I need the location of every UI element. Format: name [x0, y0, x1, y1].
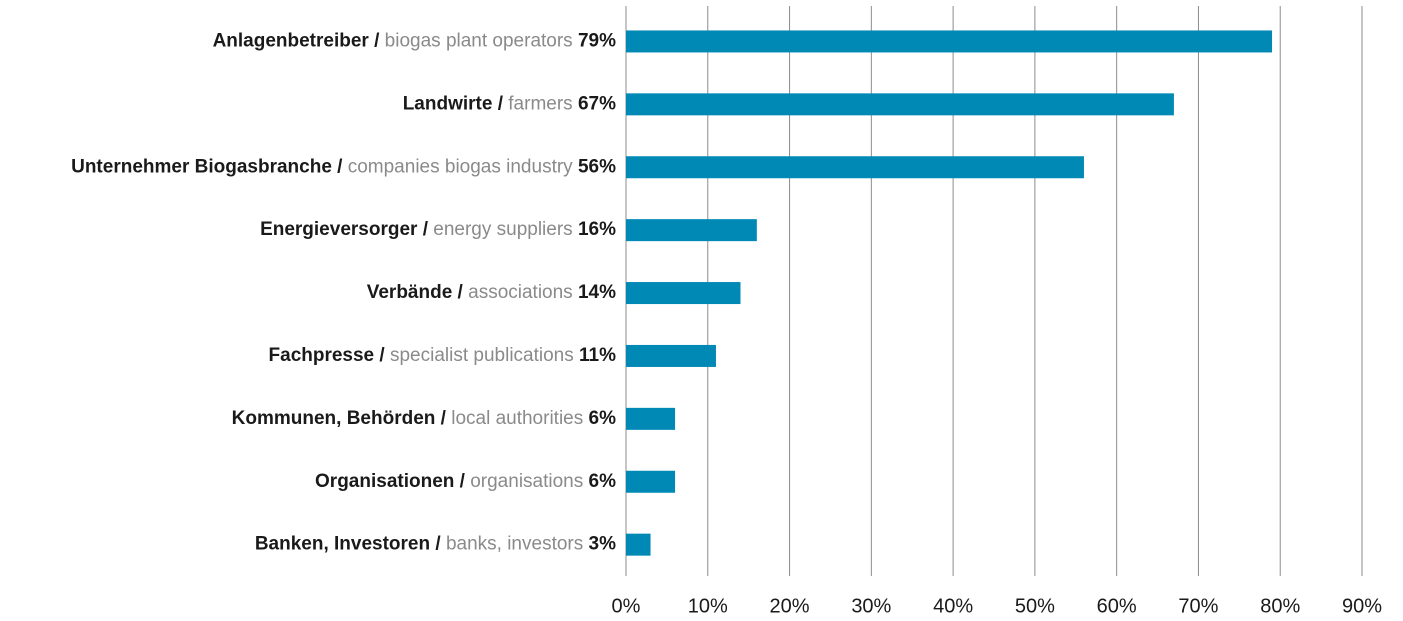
category-en: biogas plant operators	[385, 30, 573, 51]
value-label: 14%	[578, 282, 616, 303]
category-en: companies biogas industry	[348, 156, 573, 177]
category-de: Energieversorger /	[260, 219, 429, 240]
category-de: Verbände /	[367, 282, 464, 303]
category-de: Landwirte /	[403, 93, 504, 114]
category-label: Energieversorger / energy suppliers 16%	[260, 219, 616, 240]
x-tick-label: 90%	[1342, 595, 1382, 617]
value-label: 79%	[578, 30, 616, 51]
x-tick-label: 50%	[1015, 595, 1055, 617]
category-de: Organisationen /	[315, 471, 466, 492]
value-label: 6%	[589, 471, 617, 492]
x-tick-label: 30%	[851, 595, 891, 617]
value-label: 3%	[589, 534, 617, 555]
x-tick-label: 60%	[1097, 595, 1137, 617]
value-label: 6%	[589, 408, 617, 429]
value-label: 67%	[578, 93, 616, 114]
category-label: Kommunen, Behörden / local authorities 6…	[232, 408, 616, 429]
category-label: Banken, Investoren / banks, investors 3%	[255, 534, 616, 555]
category-en: associations	[468, 282, 573, 303]
category-label: Verbände / associations 14%	[367, 282, 616, 303]
bar	[626, 219, 757, 242]
category-de: Banken, Investoren /	[255, 534, 442, 555]
bar	[626, 407, 676, 430]
x-tick-label: 70%	[1178, 595, 1218, 617]
bar	[626, 470, 676, 493]
category-de: Unternehmer Biogasbranche /	[71, 156, 343, 177]
category-label: Landwirte / farmers 67%	[403, 93, 616, 114]
category-en: banks, investors	[446, 534, 583, 555]
category-label: Anlagenbetreiber / biogas plant operator…	[213, 30, 617, 51]
category-de: Kommunen, Behörden /	[232, 408, 447, 429]
bar	[626, 344, 716, 367]
bar	[626, 156, 1084, 179]
bar	[626, 30, 1273, 53]
x-tick-label: 20%	[770, 595, 810, 617]
category-label: Unternehmer Biogasbranche / companies bi…	[71, 156, 616, 177]
bar	[626, 282, 741, 305]
x-tick-label: 40%	[933, 595, 973, 617]
category-label: Organisationen / organisations 6%	[315, 471, 616, 492]
category-en: farmers	[508, 93, 572, 114]
value-label: 11%	[579, 345, 616, 366]
bar	[626, 93, 1174, 116]
category-en: organisations	[470, 471, 583, 492]
category-en: local authorities	[451, 408, 583, 429]
x-tick-label: 0%	[612, 595, 641, 617]
x-tick-label: 80%	[1260, 595, 1300, 617]
bar	[626, 533, 651, 556]
category-en: specialist publications	[390, 345, 574, 366]
value-label: 56%	[578, 156, 616, 177]
category-label: Fachpresse / specialist publications 11%	[269, 345, 617, 366]
category-de: Anlagenbetreiber /	[213, 30, 381, 51]
x-tick-label: 10%	[688, 595, 728, 617]
value-label: 16%	[578, 219, 616, 240]
category-en: energy suppliers	[433, 219, 572, 240]
category-de: Fachpresse /	[269, 345, 386, 366]
